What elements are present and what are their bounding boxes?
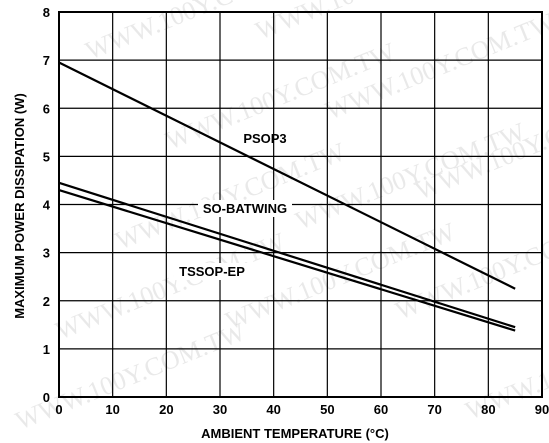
series-label-psop3: PSOP3 bbox=[243, 131, 286, 146]
y-tick-label: 2 bbox=[43, 294, 50, 309]
watermark-layer: WWW.100Y.COM.TWWWW.100Y.COM.TWWWW.100Y.C… bbox=[11, 0, 549, 436]
y-tick-label: 7 bbox=[43, 53, 50, 68]
y-tick-label: 5 bbox=[43, 149, 50, 164]
y-tick-label: 4 bbox=[43, 198, 51, 213]
x-tick-label: 40 bbox=[266, 402, 280, 417]
series-layer bbox=[58, 61, 516, 332]
series-label-background bbox=[173, 263, 251, 280]
x-tick-label: 20 bbox=[159, 402, 173, 417]
y-axis-title: MAXIMUM POWER DISSIPATION (W) bbox=[12, 93, 27, 319]
grid-layer bbox=[58, 11, 543, 398]
x-tick-label: 60 bbox=[374, 402, 388, 417]
x-tick-label: 50 bbox=[320, 402, 334, 417]
x-tick-label: 90 bbox=[535, 402, 549, 417]
watermark-text: WWW.100Y.COM.TW bbox=[11, 317, 249, 436]
y-tick-label: 8 bbox=[43, 5, 50, 20]
y-tick-label: 0 bbox=[43, 390, 50, 405]
y-tick-label: 3 bbox=[43, 246, 50, 261]
series-label-tssop-ep: TSSOP-EP bbox=[179, 264, 245, 279]
tick-label-layer: 0 10 20 30 40 50 60 70 80 90 0 1 2 3 4 5 6 7 8 bbox=[43, 5, 549, 417]
series-label-layer: PSOP3 SO-BATWING TSSOP-EP bbox=[173, 131, 292, 280]
x-tick-label: 0 bbox=[55, 402, 62, 417]
series-label-background bbox=[198, 200, 292, 217]
x-tick-label: 70 bbox=[427, 402, 441, 417]
y-tick-label: 1 bbox=[43, 342, 50, 357]
series-line-tssop-ep bbox=[58, 189, 516, 332]
series-line-so-batwing bbox=[58, 181, 516, 329]
x-tick-label: 30 bbox=[213, 402, 227, 417]
series-line-psop3 bbox=[58, 61, 516, 290]
x-tick-label: 10 bbox=[105, 402, 119, 417]
plot-frame bbox=[58, 11, 543, 398]
series-label-so-batwing: SO-BATWING bbox=[203, 201, 287, 216]
x-tick-label: 80 bbox=[481, 402, 495, 417]
x-axis-title: AMBIENT TEMPERATURE (°C) bbox=[201, 426, 389, 441]
y-tick-label: 6 bbox=[43, 101, 50, 116]
watermark-text: WWW.100Y.COM.TW bbox=[251, 0, 489, 46]
